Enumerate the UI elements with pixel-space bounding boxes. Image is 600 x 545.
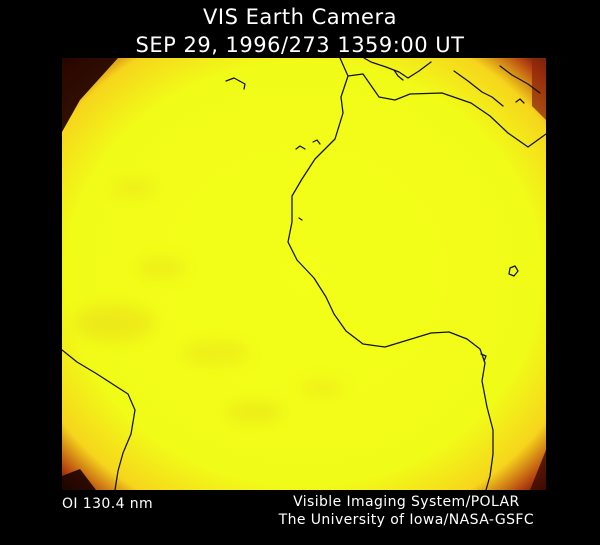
orange-top-right-edge [532, 58, 546, 120]
image-title-block: VIS Earth Camera SEP 29, 1996/273 1359:0… [0, 0, 600, 59]
observation-timestamp: SEP 29, 1996/273 1359:00 UT [135, 33, 465, 57]
aurora-texture [74, 179, 344, 422]
canary-island-2 [312, 139, 321, 145]
dark-top-left-corner [62, 58, 118, 132]
dark-bottom-left-corner [62, 469, 96, 490]
mediterranean-island [393, 69, 404, 81]
north-africa-coastline [339, 58, 546, 148]
earth-background-field [62, 58, 546, 490]
dark-bottom-right-corner [530, 450, 546, 490]
cape-verde-island [298, 217, 303, 221]
sicily-fragment [515, 98, 525, 104]
balkan-coast-fragment [499, 65, 541, 94]
filter-wavelength-label: OI 130.4 nm [62, 496, 154, 512]
lake-chad-outline [508, 265, 519, 277]
canary-island-1 [295, 145, 306, 150]
credits-block: Visible Imaging System/POLAR The Univers… [279, 493, 534, 529]
institution-credit: The University of Iowa/NASA-GSFC [278, 512, 534, 528]
iberian-coast-fragment [225, 77, 246, 90]
europe-coast-fragment [363, 58, 432, 79]
instrument-credit: Visible Imaging System/POLAR [293, 494, 520, 510]
earth-image-svg [62, 58, 546, 490]
italy-coast-fragment [453, 70, 504, 107]
coastline-overlay [62, 58, 546, 490]
south-america-coastline [62, 349, 136, 490]
gulf-island [480, 353, 487, 362]
west-africa-coastline [287, 75, 494, 490]
camera-title: VIS Earth Camera [203, 5, 397, 29]
earth-camera-image [62, 58, 546, 490]
